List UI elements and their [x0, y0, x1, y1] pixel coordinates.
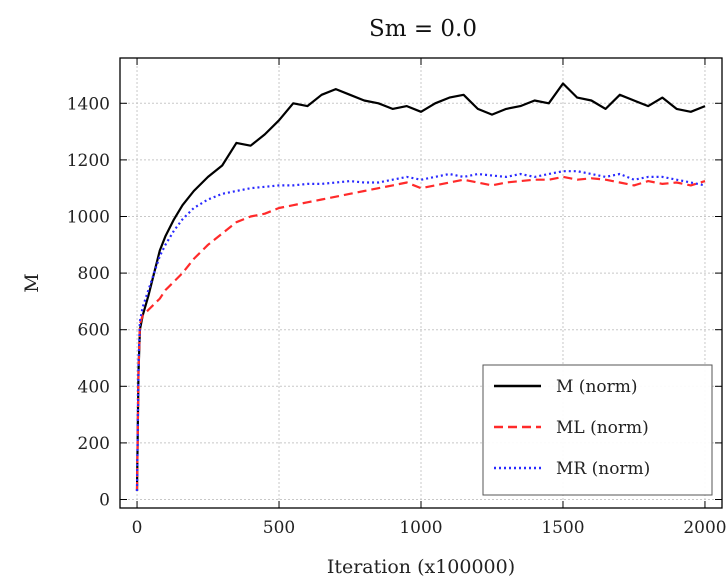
y-tick-label: 1400 — [67, 94, 110, 114]
series-line-0 — [135, 82, 706, 492]
chart-title: Sm = 0.0 — [369, 16, 477, 42]
y-tick-label: 400 — [78, 377, 110, 397]
axis-ticks: 0 500 1000 1500 2000 0 200 400 600 800 1000 1200 140… — [67, 58, 727, 538]
y-tick-label: 1000 — [67, 207, 110, 227]
x-tick-label: 500 — [263, 518, 295, 538]
x-tick-label: 2000 — [683, 518, 726, 538]
legend-label-m: M (norm) — [556, 377, 638, 397]
x-axis-label: Iteration (x100000) — [327, 556, 515, 578]
legend: M (norm) ML (norm) MR (norm) — [482, 364, 713, 496]
y-axis-label: M — [21, 273, 43, 292]
series-line-2 — [135, 170, 706, 492]
y-tick-label: 200 — [78, 434, 110, 454]
legend-label-ml: ML (norm) — [556, 418, 649, 438]
series-line-1 — [135, 175, 706, 492]
legend-label-mr: MR (norm) — [556, 459, 650, 479]
series-lines — [135, 82, 706, 492]
y-tick-label: 0 — [99, 491, 110, 511]
x-tick-label: 1500 — [541, 518, 584, 538]
y-tick-label: 600 — [78, 321, 110, 341]
x-tick-label: 1000 — [399, 518, 442, 538]
y-tick-label: 800 — [78, 264, 110, 284]
x-tick-label: 0 — [132, 518, 143, 538]
y-tick-label: 1200 — [67, 151, 110, 171]
